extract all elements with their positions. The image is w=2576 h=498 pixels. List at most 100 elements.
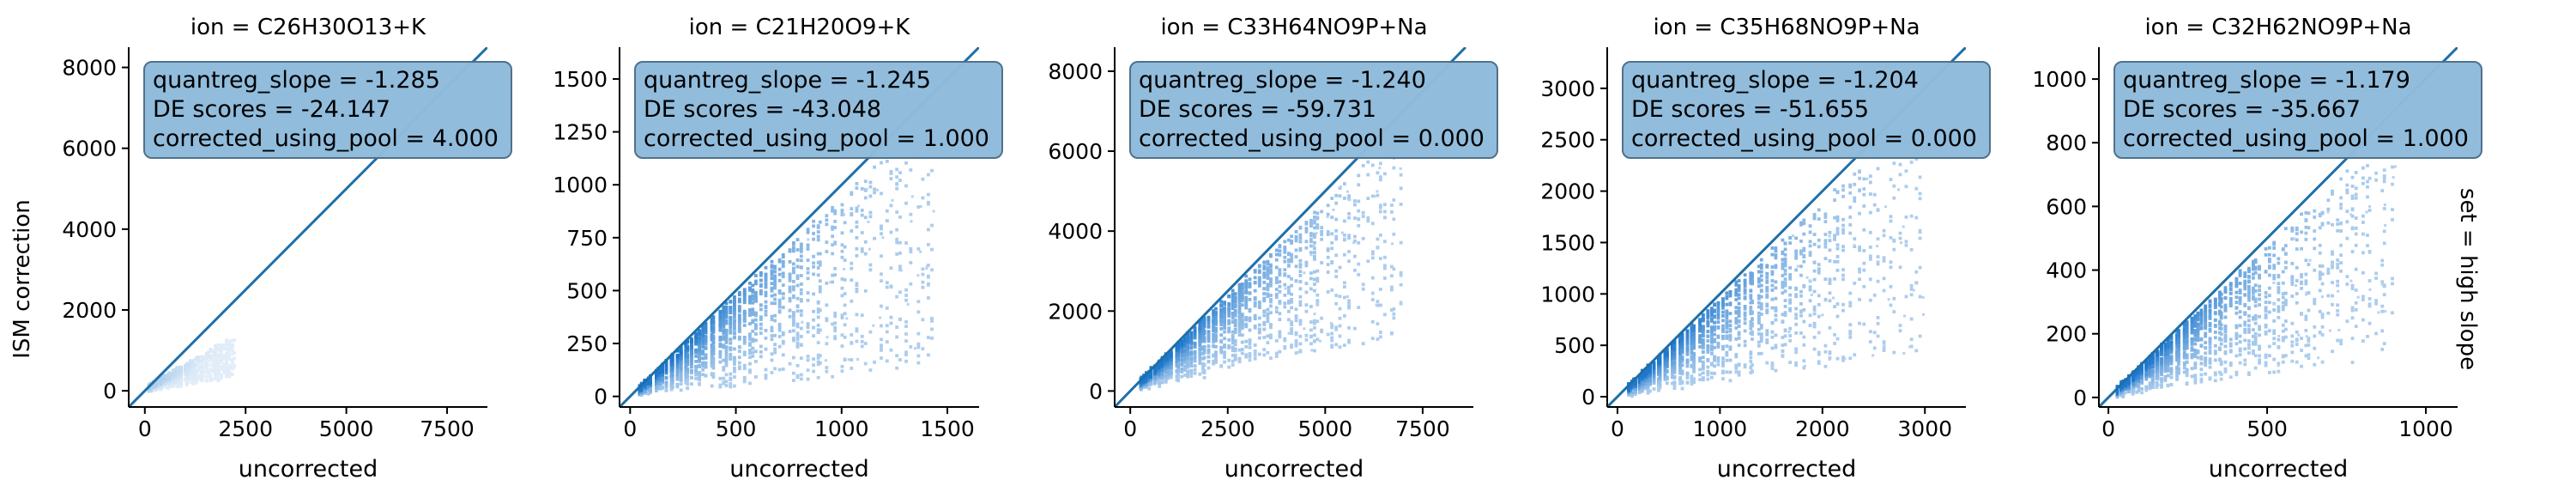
- hist-cell: [751, 301, 755, 305]
- hist-cell: [748, 298, 752, 302]
- hist-cell: [200, 367, 203, 372]
- hist-cell: [190, 370, 194, 374]
- hist-cell: [167, 379, 172, 383]
- hist-cell: [698, 373, 701, 376]
- hist-cell: [222, 356, 226, 361]
- hist-cell: [214, 354, 218, 358]
- hist-cell: [177, 373, 181, 377]
- hist-cell: [195, 355, 199, 360]
- hist-cell: [742, 324, 747, 327]
- hist-cell: [171, 372, 175, 376]
- hist-cell: [824, 359, 827, 362]
- hist-cell: [152, 385, 156, 389]
- hist-cell: [162, 377, 166, 381]
- hist-cell: [1212, 354, 1216, 358]
- hist-cell: [1212, 313, 1216, 316]
- hist-cell: [150, 385, 154, 389]
- hist-cell: [184, 365, 188, 368]
- hist-cell: [1257, 316, 1261, 320]
- hist-cell: [168, 374, 172, 378]
- hist-cell: [175, 376, 178, 380]
- hist-cell: [1212, 359, 1216, 363]
- hist-cell: [1237, 348, 1242, 352]
- hist-cell: [175, 372, 178, 376]
- hist-cell: [1189, 332, 1194, 337]
- hist-cell: [147, 387, 151, 392]
- hist-cell: [1231, 336, 1235, 340]
- hist-cell: [843, 357, 847, 361]
- hist-cell: [158, 379, 162, 383]
- hist-cell: [157, 384, 161, 387]
- hist-cell: [162, 376, 166, 380]
- hist-cell: [898, 290, 902, 295]
- hist-cell: [154, 380, 158, 385]
- hist-cell: [216, 355, 221, 360]
- hist-cell: [190, 380, 194, 385]
- hist-cell: [788, 299, 792, 303]
- hist-cell: [178, 377, 182, 381]
- hist-cell: [214, 356, 218, 361]
- hist-cell: [222, 362, 226, 366]
- hist-cell: [177, 369, 181, 374]
- hist-cell: [214, 343, 218, 348]
- hist-cell: [166, 379, 170, 383]
- hist-cell: [816, 315, 820, 319]
- hist-cell: [664, 384, 668, 388]
- hist-cell: [840, 231, 844, 235]
- hist-cell: [230, 361, 234, 366]
- hist-cell: [1180, 354, 1184, 358]
- hist-cell: [812, 318, 815, 322]
- hist-cell: [718, 314, 723, 319]
- hist-cell: [751, 283, 755, 288]
- hist-cell: [154, 381, 158, 386]
- hist-cell: [214, 356, 218, 361]
- hist-cell: [816, 234, 820, 239]
- hist-cell: [166, 376, 170, 380]
- hist-cell: [812, 224, 815, 228]
- hist-cell: [220, 365, 223, 369]
- hist-cell: [167, 380, 172, 384]
- hist-cell: [855, 181, 859, 185]
- hist-cell: [191, 360, 196, 364]
- hist-cell: [904, 332, 908, 336]
- hist-cell: [1248, 297, 1252, 301]
- hist-cell: [198, 367, 202, 371]
- hist-cell: [148, 385, 153, 389]
- hist-cell: [679, 365, 683, 369]
- hist-cell: [175, 376, 178, 380]
- hist-cell: [172, 379, 177, 383]
- hist-cell: [880, 161, 883, 165]
- hist-cell: [1219, 323, 1224, 326]
- hist-cell: [167, 377, 172, 381]
- hist-cell: [1262, 348, 1267, 352]
- hist-cell: [164, 376, 168, 380]
- hist-cell: [777, 367, 782, 372]
- hist-cell: [754, 318, 758, 322]
- hist-cell: [840, 243, 844, 247]
- hist-cell: [162, 375, 166, 380]
- hist-cell: [154, 383, 158, 387]
- hist-cell: [164, 380, 168, 385]
- hist-cell: [179, 374, 183, 378]
- hist-cell: [184, 364, 189, 367]
- hist-cell: [179, 372, 184, 376]
- hist-cell: [1257, 328, 1261, 331]
- hist-cell: [148, 386, 153, 391]
- hist-cell: [722, 358, 726, 362]
- hist-cell: [190, 364, 194, 368]
- hist-cell: [148, 389, 152, 392]
- hist-cell: [159, 385, 163, 388]
- hist-cell: [1257, 305, 1261, 309]
- hist-cell: [162, 380, 166, 384]
- hist-cell: [152, 384, 155, 388]
- hist-cell: [816, 252, 820, 256]
- hist-cell: [840, 255, 844, 259]
- hist-cell: [1253, 313, 1257, 318]
- hist-cell: [171, 374, 175, 378]
- hist-cell: [816, 300, 820, 304]
- hist-cell: [1202, 317, 1206, 321]
- hist-cell: [185, 367, 190, 370]
- hist-cell: [184, 370, 188, 374]
- hist-cell: [188, 370, 192, 374]
- hist-cell: [164, 378, 168, 381]
